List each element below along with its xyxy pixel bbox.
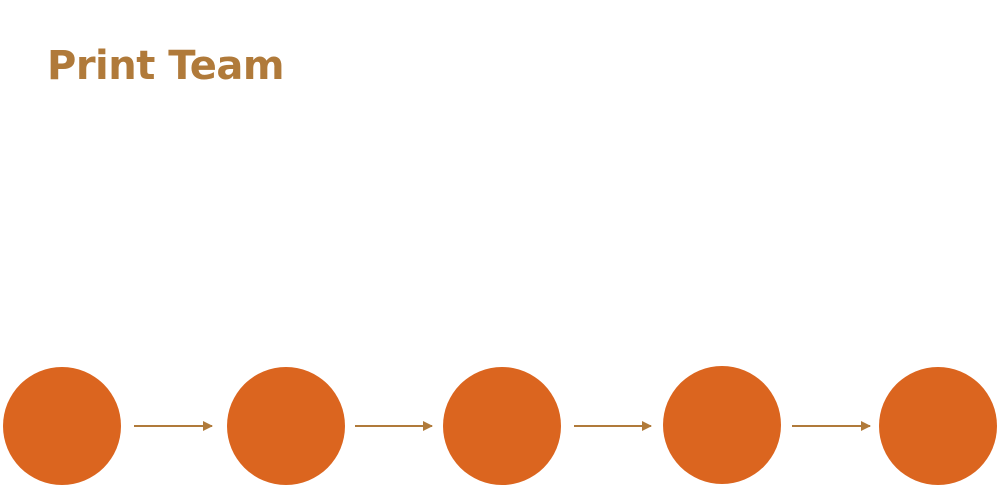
flow-node-2: [227, 367, 345, 485]
flow-node-4: [663, 366, 781, 484]
page-title: Print Team: [47, 43, 285, 89]
flow-node-1: [3, 367, 121, 485]
flow-node-5: [879, 367, 997, 485]
flow-node-3: [443, 367, 561, 485]
